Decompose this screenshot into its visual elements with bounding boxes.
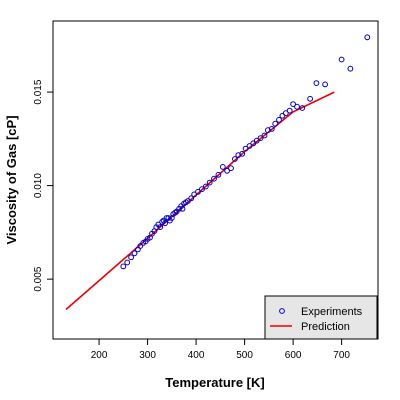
experiment-point <box>157 224 164 231</box>
y-axis-title: Viscosity of Gas [cP] <box>4 115 19 244</box>
experiment-point <box>179 205 186 212</box>
experiment-point <box>215 171 222 178</box>
experiment-point <box>172 209 179 216</box>
legend-experiments-label: Experiments <box>301 306 363 318</box>
experiment-point <box>294 103 300 110</box>
x-tick-label: 400 <box>188 350 205 361</box>
legend-prediction-label: Prediction <box>301 321 350 333</box>
y-tick-label: 0.010 <box>33 173 44 198</box>
experiment-point <box>235 152 242 159</box>
experiment-point <box>322 81 329 88</box>
experiment-point <box>199 186 205 193</box>
plot-area <box>65 34 371 311</box>
y-axis: 0.005 0.010 0.015 <box>33 79 54 292</box>
experiment-point <box>286 107 293 114</box>
experiment-point <box>224 167 231 174</box>
experiment-point <box>137 243 144 249</box>
experiment-point <box>124 259 131 266</box>
experiment-point <box>276 116 282 123</box>
experiment-point <box>239 150 246 157</box>
experiment-point <box>272 120 279 127</box>
experiment-point <box>299 105 306 111</box>
experiment-point <box>120 263 127 270</box>
experiment-point <box>261 132 268 139</box>
y-tick-label: 0.015 <box>33 79 44 104</box>
x-tick-label: 600 <box>285 350 302 361</box>
experiment-point <box>228 165 234 172</box>
experiment-point <box>232 156 238 162</box>
legend-box <box>264 295 378 340</box>
experiment-point <box>206 179 213 186</box>
experiment-point <box>128 254 135 261</box>
experiment-point <box>313 80 320 86</box>
experiment-point <box>268 125 275 132</box>
x-axis-title: Temperature [K] <box>165 375 264 390</box>
experiment-point <box>242 145 249 152</box>
experiment-point <box>219 164 226 170</box>
experiment-point <box>290 101 297 107</box>
y-tick-label: 0.005 <box>33 266 44 291</box>
experiment-point <box>211 175 217 182</box>
x-tick-label: 700 <box>333 350 350 361</box>
experiment-point <box>347 65 354 72</box>
legend-experiments-marker <box>279 308 285 314</box>
experiment-point <box>364 34 371 41</box>
experiment-point <box>162 220 169 227</box>
experiment-point <box>282 110 289 117</box>
x-tick-label: 300 <box>139 350 156 361</box>
experiment-point <box>246 143 253 149</box>
experiment-point <box>159 219 166 225</box>
experiment-point <box>338 56 345 63</box>
legend: Experiments Prediction <box>264 295 378 340</box>
experiment-point <box>191 191 198 198</box>
experiment-point <box>257 135 264 142</box>
experiment-point <box>202 183 209 190</box>
x-tick-label: 500 <box>236 350 253 361</box>
experiment-point <box>265 127 271 134</box>
experiment-point <box>195 188 201 195</box>
experiment-point <box>307 95 314 102</box>
x-tick-label: 200 <box>91 350 108 361</box>
experiment-point <box>253 137 260 144</box>
experiment-point <box>131 250 138 257</box>
experiment-point <box>188 195 195 202</box>
